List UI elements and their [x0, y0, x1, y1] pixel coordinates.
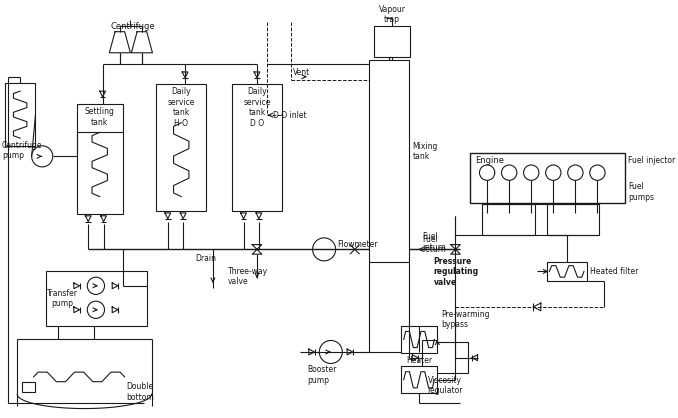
Text: Three-way
valve: Three-way valve	[228, 267, 268, 286]
Text: D O inlet: D O inlet	[273, 111, 307, 120]
Text: Engine: Engine	[475, 156, 504, 166]
Bar	[401, 326, 437, 353]
Text: Drain: Drain	[196, 254, 217, 263]
Text: Vapour
trap: Vapour trap	[379, 5, 405, 24]
Bar	[232, 84, 282, 211]
Text: Pressure
regulating
valve: Pressure regulating valve	[433, 257, 479, 287]
Text: Double
bottom: Double bottom	[127, 382, 155, 402]
Circle shape	[590, 165, 605, 180]
Circle shape	[313, 238, 336, 261]
Text: Pre-warming
bypass: Pre-warming bypass	[441, 310, 490, 329]
Bar	[546, 204, 599, 235]
Bar	[482, 204, 535, 235]
Text: Heater: Heater	[406, 356, 432, 365]
Bar	[5, 84, 35, 146]
Text: Heated filter: Heated filter	[590, 267, 638, 276]
Circle shape	[32, 146, 53, 167]
Bar	[77, 104, 123, 214]
Circle shape	[87, 301, 104, 319]
Circle shape	[523, 165, 539, 180]
Bar	[374, 26, 410, 56]
Circle shape	[502, 165, 517, 180]
Text: Fuel
pumps: Fuel pumps	[628, 182, 654, 201]
Text: Vent: Vent	[292, 68, 310, 77]
Bar	[157, 84, 206, 211]
Circle shape	[319, 341, 342, 364]
Text: Daily
service
tank
H O: Daily service tank H O	[167, 87, 195, 127]
Bar	[470, 153, 625, 203]
Text: Flowmeter: Flowmeter	[338, 240, 378, 249]
Text: Fuel
return: Fuel return	[422, 232, 445, 252]
Circle shape	[546, 165, 561, 180]
Text: Mixing
tank: Mixing tank	[412, 142, 438, 161]
Text: Fuel
return: Fuel return	[422, 235, 445, 255]
Text: Centrifuge: Centrifuge	[110, 22, 155, 31]
Circle shape	[567, 165, 583, 180]
Circle shape	[479, 165, 495, 180]
Text: Daily
service
tank
D O: Daily service tank D O	[243, 87, 271, 127]
Bar	[422, 342, 468, 373]
Bar	[401, 366, 437, 393]
Text: Transfer
pump: Transfer pump	[47, 289, 78, 308]
Text: Fuel injector: Fuel injector	[628, 156, 675, 166]
Text: Settling
tank: Settling tank	[85, 107, 115, 127]
Bar	[546, 262, 587, 281]
Bar	[370, 61, 410, 262]
Text: Viscosity
regulator: Viscosity regulator	[427, 376, 462, 395]
Circle shape	[87, 277, 104, 294]
Bar	[22, 382, 35, 392]
Bar	[46, 271, 146, 326]
Text: Booster
pump: Booster pump	[307, 365, 336, 385]
Text: Centrifuge
pump: Centrifuge pump	[2, 141, 43, 160]
